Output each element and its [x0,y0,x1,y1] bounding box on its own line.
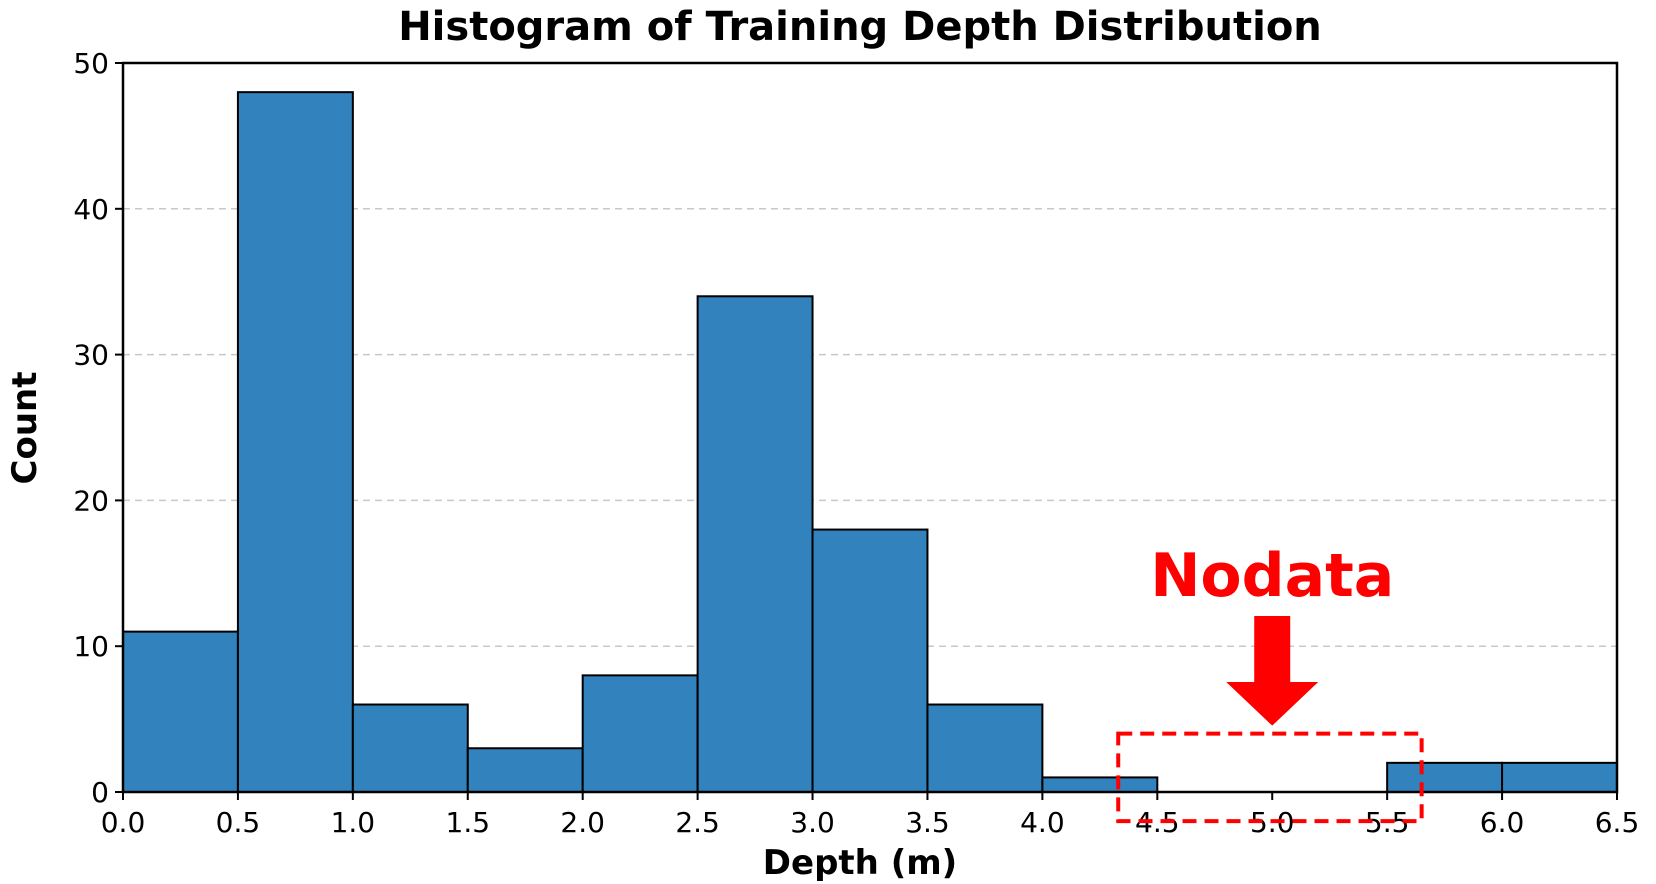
nodata-dashed-box [1116,731,1424,824]
bar-0.0-0.5 [122,630,239,793]
x-tick-label: 3.5 [905,806,950,839]
bar-3.0-3.5 [811,528,929,793]
bar-3.5-4.0 [926,703,1044,794]
bar-2.0-2.5 [581,674,699,793]
x-tick-label: 6.5 [1595,806,1640,839]
x-axis-label: Depth (m) [763,843,957,883]
y-tick-label: 40 [73,193,109,226]
histogram-bars [122,91,1618,794]
x-tick-label: 2.0 [560,806,605,839]
x-tick-label: 1.5 [446,806,491,839]
y-tick-label: 20 [73,484,109,517]
bar-1.0-1.5 [351,703,469,794]
x-tick-label: 4.0 [1020,806,1065,839]
nodata-annotation: Nodata [1116,541,1424,824]
bar-1.5-2.0 [466,747,584,794]
y-axis-label: Count [5,372,45,485]
y-tick-label: 50 [73,47,109,80]
plot-frame [121,61,1619,794]
axis-ticks: 0.0 0.5 1.0 1.5 2.0 2.5 3.0 3.5 4.0 4.5 5.0 5.5 6.0 6… [73,47,1639,839]
bar-5.5-6.0 [1386,761,1504,794]
y-tick-label: 30 [73,339,109,372]
bar-0.5-1.0 [236,91,354,794]
x-tick-label: 3.0 [790,806,835,839]
x-tick-label: 2.5 [675,806,720,839]
nodata-label: Nodata [1150,541,1394,611]
x-tick-label: 6.0 [1480,806,1525,839]
x-tick-label: 1.0 [331,806,376,839]
bar-2.5-3.0 [696,295,814,793]
y-tick-label: 0 [91,776,109,809]
bar-6.0-6.5 [1501,761,1618,794]
x-tick-label: 0.5 [216,806,261,839]
x-tick-label: 0.0 [101,806,146,839]
down-arrow-icon [1226,616,1319,726]
bar-4.0-4.5 [1041,776,1159,793]
y-tick-label: 10 [73,630,109,663]
chart-title: Histogram of Training Depth Distribution [398,4,1322,50]
